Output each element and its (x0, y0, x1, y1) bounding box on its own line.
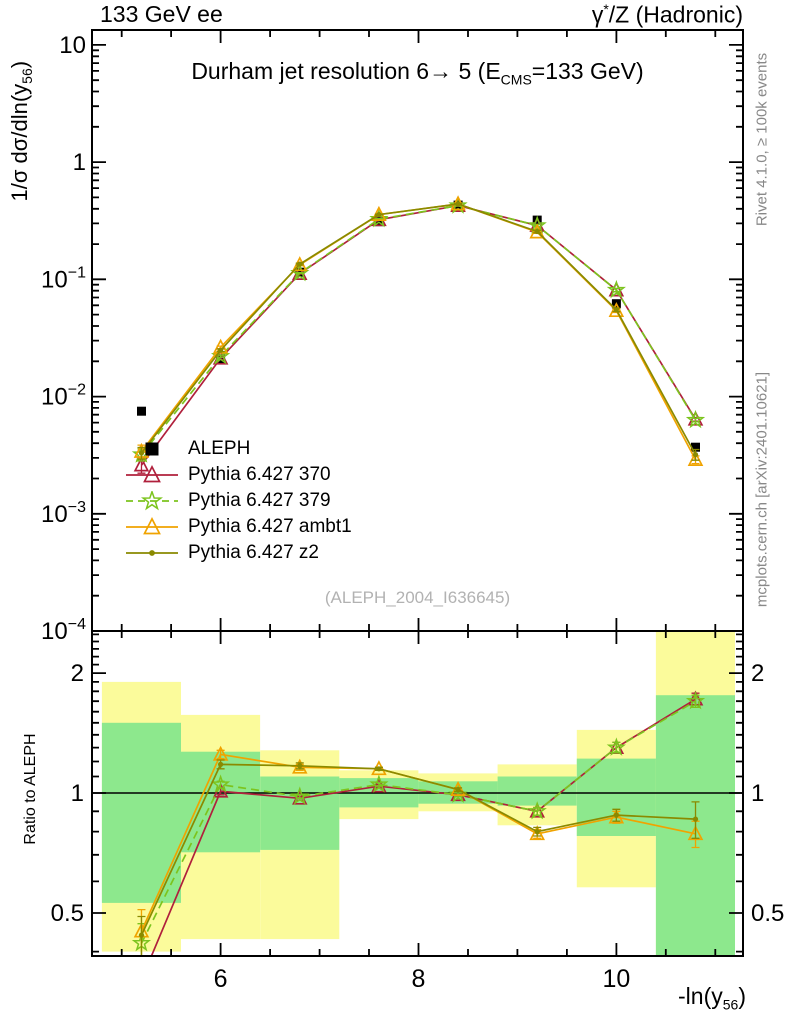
legend-marker-square (145, 442, 159, 456)
legend-item: Pythia 6.427 z2 (126, 540, 352, 566)
process-label-pre: γ (591, 1, 604, 28)
main-series (131, 195, 706, 474)
mcplots-source-note: mcplots.cern.ch [arXiv:2401.10621] (753, 371, 771, 608)
x-axis-label: -ln(y56) (546, 983, 746, 1013)
ratio-series (131, 690, 706, 956)
svg-text:10: 10 (602, 965, 630, 993)
legend-item: ALEPH (126, 436, 352, 462)
plot-title: Durham jet resolution 6→ 5 (ECMS=133 GeV… (92, 58, 743, 88)
legend-item: Pythia 6.427 370 (126, 462, 352, 488)
legend-item: Pythia 6.427 ambt1 (126, 514, 352, 540)
svg-text:0.5: 0.5 (751, 900, 784, 927)
legend-marker-triangle (126, 517, 178, 535)
main-y-axis-label-post: ) (6, 60, 32, 69)
x-axis-label-sub: 56 (722, 996, 739, 1013)
legend-marker-star (126, 491, 178, 511)
legend-label: ALEPH (188, 438, 251, 459)
rivet-version-note: Rivet 4.1.0, ≥ 100k events (753, 52, 771, 227)
svg-text:10−4: 10−4 (41, 616, 86, 645)
legend-label: Pythia 6.427 z2 (188, 542, 319, 563)
main-y-axis-label-pre: 1/σ dσ/dln(y (6, 83, 32, 202)
svg-text:10: 10 (59, 32, 86, 59)
process-label: γ*/Z (Hadronic) (592, 1, 743, 29)
axis-tick-labels: 10 1 10−1 10−2 10−3 10−4 2 2 1 1 0.5 0.5 6 8 10 (41, 32, 784, 993)
svg-text:10−2: 10−2 (41, 382, 86, 411)
analysis-watermark: (ALEPH_2004_I636645) (324, 588, 511, 607)
svg-text:0.5: 0.5 (51, 900, 84, 927)
legend-item: Pythia 6.427 379 (126, 488, 352, 514)
ratio-y-axis-label: Ratio to ALEPH (22, 733, 39, 845)
svg-text:10−3: 10−3 (41, 499, 86, 528)
x-axis-label-pre: -ln(y (678, 983, 723, 1009)
process-label-sup: * (603, 1, 609, 17)
main-y-axis-label-sub: 56 (19, 68, 36, 84)
svg-text:1: 1 (71, 780, 84, 807)
svg-text:8: 8 (412, 965, 426, 993)
svg-text:2: 2 (751, 660, 764, 687)
legend-marker-triangle (126, 465, 178, 483)
legend-label: Pythia 6.427 ambt1 (188, 516, 352, 537)
svg-text:2: 2 (71, 660, 84, 687)
legend-label: Pythia 6.427 370 (188, 464, 331, 485)
plot-title-sub: CMS (500, 71, 532, 88)
svg-text:6: 6 (214, 965, 228, 993)
legend-marker-dot (126, 550, 178, 556)
svg-text:1: 1 (73, 149, 86, 176)
plot-title-pre: Durham jet resolution 6→ 5 (E (191, 58, 501, 84)
x-axis-label-post: ) (738, 983, 746, 1009)
svg-text:1: 1 (751, 780, 764, 807)
main-y-axis-label: 1/σ dσ/dln(y56) (7, 1, 35, 261)
ratio-error-bands (101, 631, 735, 956)
beam-energy-label: 133 GeV ee (100, 1, 223, 27)
legend: ALEPH Pythia 6.427 370 Pythia 6.427 379 Pyt… (126, 436, 352, 566)
process-label-post: /Z (Hadronic) (608, 1, 743, 28)
legend-label: Pythia 6.427 379 (188, 490, 331, 511)
svg-text:10−1: 10−1 (41, 264, 86, 293)
axis-ticks (92, 30, 743, 956)
plot-title-post: =133 GeV) (531, 58, 644, 84)
